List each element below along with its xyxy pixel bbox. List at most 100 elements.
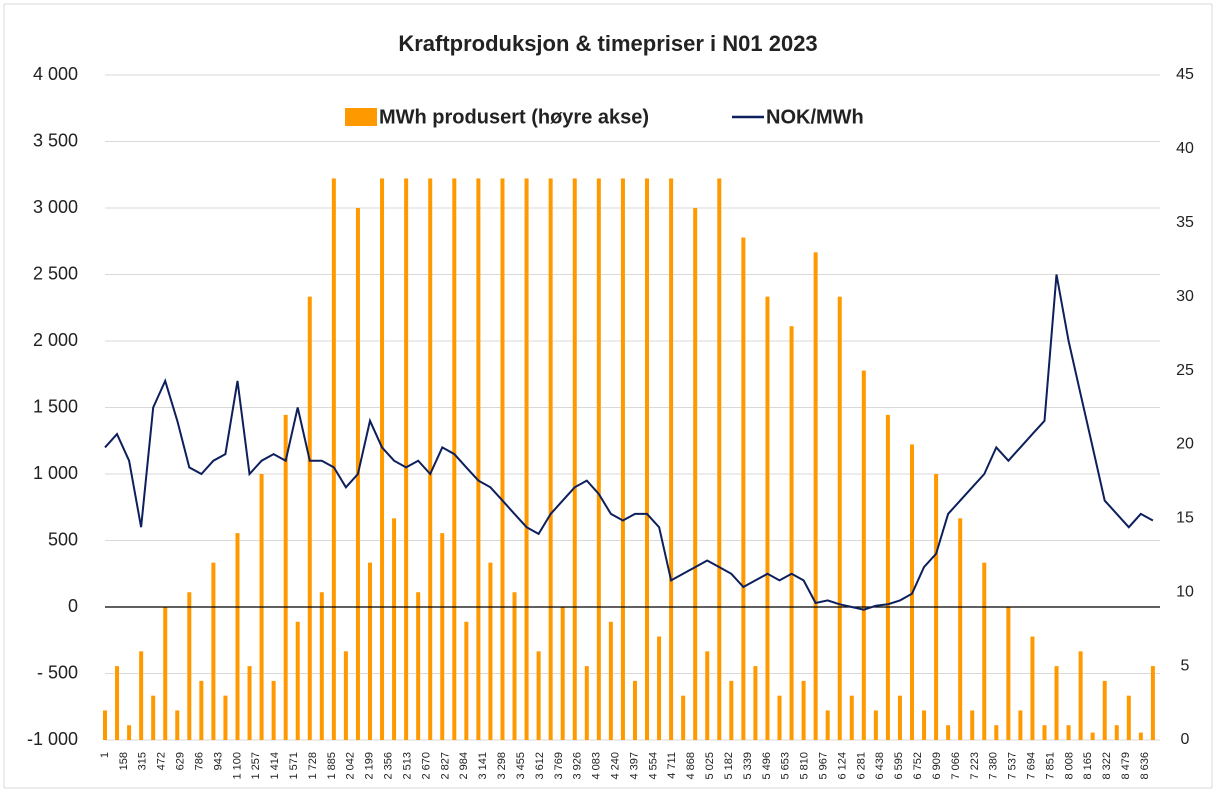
x-tick-label: 4 554 [647,752,659,780]
y2-tick-label: 45 [1176,66,1194,83]
bar [1066,725,1071,740]
y2-tick-label: 20 [1176,436,1194,453]
bar [103,710,107,740]
x-tick-label: 6 124 [836,752,848,780]
bar [115,666,120,740]
bar [500,178,505,740]
x-tick-label: 315 [137,752,149,770]
bar [560,607,565,740]
x-tick-label: 8 322 [1101,752,1113,780]
x-tick-label: 2 356 [383,752,395,780]
x-tick-label: 5 967 [817,752,829,780]
x-tick-label: 3 769 [553,752,565,780]
bar [1042,725,1047,740]
bar [1150,666,1155,740]
y2-tick-label: 5 [1181,657,1190,674]
bar [199,680,204,740]
bar [283,414,288,740]
y-tick-label: 2 000 [33,330,78,350]
bar [861,370,866,740]
bar [970,710,975,740]
x-tick-label: 6 752 [912,752,924,780]
bar [777,695,782,740]
bar [163,607,168,740]
x-tick-label: 6 438 [874,752,886,780]
bar [753,666,758,740]
bar [187,592,192,740]
bar [223,695,228,740]
bar [139,651,144,740]
bar [367,562,372,740]
x-tick-label: 7 066 [950,752,962,780]
bar [717,178,722,740]
y-tick-label: 1 500 [33,396,78,416]
x-tick-label: 1 728 [307,752,319,780]
bar [994,725,999,740]
x-tick-label: 1 885 [326,752,338,780]
bar [1018,710,1023,740]
x-tick-label: 2 984 [458,752,470,780]
legend-label: MWh produsert (høyre akse) [379,106,649,128]
y-tick-label: 2 500 [33,263,78,283]
x-tick-label: 8 008 [1063,752,1075,780]
bar [476,178,481,740]
bar [404,178,409,740]
bar [271,680,276,740]
x-tick-label: 5 496 [761,752,773,780]
x-tick-label: 1 257 [250,752,262,780]
x-tick-label: 4 397 [628,752,640,780]
x-tick-label: 3 298 [496,752,508,780]
x-tick-label: 629 [175,752,187,770]
x-tick-label: 8 636 [1139,752,1151,780]
x-tick-label: 3 141 [477,752,489,780]
x-tick-label: 7 380 [988,752,1000,780]
bar [596,178,601,740]
bar [922,710,927,740]
price-line [104,274,1154,611]
x-tick-label: 2 042 [345,752,357,780]
x-tick-label: 1 414 [269,752,281,780]
bar [319,592,324,740]
bar [1138,732,1143,740]
x-tick-label: 472 [156,752,168,770]
bar [211,562,216,740]
bar [428,178,433,740]
y-tick-label: 0 [68,596,78,616]
y2-tick-label: 40 [1176,140,1194,157]
x-tick-label: 5 810 [799,752,811,780]
bar [657,636,662,740]
chart-title: Kraftproduksjon & timepriser i N01 2023 [398,31,817,56]
bar [837,296,842,740]
x-tick-label: 2 199 [364,752,376,780]
bar [849,695,854,740]
bar [1006,607,1011,740]
bar [548,178,553,740]
x-tick-label: 8 479 [1120,752,1132,780]
y-tick-label: 3 000 [33,197,78,217]
bar [151,695,156,740]
bar [452,178,457,740]
bar [741,237,746,741]
y-tick-label: 3 500 [33,130,78,150]
bar [1078,651,1083,740]
y-tick-label: 500 [48,529,78,549]
bar [380,178,385,740]
x-tick-label: 6 595 [893,752,905,780]
y-tick-label: -1 000 [27,729,78,749]
y-tick-label: - 500 [37,662,78,682]
x-tick-label: 7 851 [1044,752,1056,780]
bar [897,695,902,740]
x-tick-label: 2 827 [439,752,451,780]
bar [307,296,312,740]
x-tick-label: 2 513 [401,752,413,780]
bar [873,710,878,740]
y-tick-label: 1 000 [33,463,78,483]
bar [645,178,650,740]
x-tick-label: 943 [212,752,224,770]
bar [946,725,951,740]
x-tick-label: 1 571 [288,752,300,780]
bar [681,695,686,740]
x-tick-label: 4 240 [609,752,621,780]
bar [813,252,818,741]
bar [175,710,180,740]
